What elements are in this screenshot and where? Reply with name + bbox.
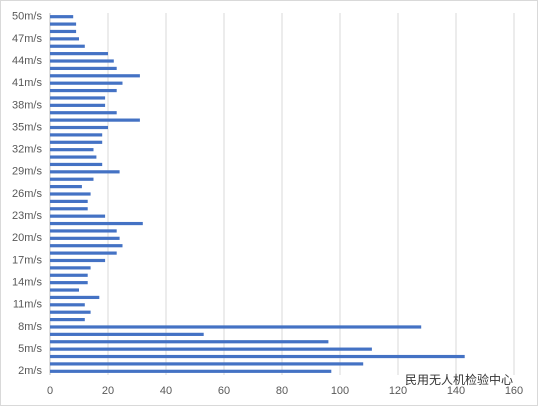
bar <box>50 288 79 292</box>
y-tick-label: 41m/s <box>12 77 42 89</box>
y-tick-label: 11m/s <box>13 299 43 311</box>
bar <box>50 332 204 336</box>
bar <box>50 325 422 329</box>
x-tick-label: 60 <box>218 385 230 397</box>
bar <box>50 295 100 300</box>
bar <box>50 354 465 359</box>
bar <box>50 273 88 277</box>
y-tick-label: 17m/s <box>12 254 42 266</box>
bar <box>50 214 106 218</box>
bar <box>50 317 85 322</box>
bar <box>50 133 103 137</box>
bar <box>50 37 79 41</box>
bar <box>50 66 117 71</box>
bar <box>50 281 88 285</box>
y-tick-label: 23m/s <box>12 210 42 222</box>
y-tick-label: 44m/s <box>12 55 42 67</box>
bar <box>50 140 103 144</box>
bar <box>50 170 120 174</box>
x-tick-label: 40 <box>160 385 172 397</box>
bar <box>50 236 120 240</box>
y-tick-label: 26m/s <box>12 188 42 200</box>
bar <box>50 111 117 115</box>
y-tick-label: 50m/s <box>12 11 42 23</box>
bar <box>50 52 108 56</box>
bar <box>50 221 143 226</box>
bar <box>50 29 77 34</box>
bar <box>50 266 91 270</box>
bar <box>50 303 85 307</box>
bar <box>50 369 332 373</box>
bar <box>50 74 140 78</box>
labels: 0 20 40 60 80 100 120 140 160 2m/s 5m/s 8m/s 11m/s 14… <box>12 11 523 397</box>
bar <box>50 103 106 107</box>
y-tick-label: 29m/s <box>12 166 42 178</box>
bar <box>50 340 329 344</box>
y-tick-label: 2m/s <box>18 365 42 377</box>
bar <box>50 125 108 130</box>
bar <box>50 44 85 48</box>
x-tick-label: 100 <box>331 385 349 397</box>
bar <box>50 15 74 19</box>
bar <box>50 258 106 263</box>
bars <box>50 15 465 373</box>
bar <box>50 207 88 211</box>
bar <box>50 96 106 100</box>
bar <box>50 362 364 366</box>
bar <box>50 22 77 26</box>
bar <box>50 310 91 314</box>
bar <box>50 88 117 93</box>
bar <box>50 59 114 63</box>
bar <box>50 229 117 233</box>
y-tick-label: 8m/s <box>18 321 42 333</box>
bar <box>50 199 88 203</box>
x-tick-label: 160 <box>505 385 523 397</box>
bar <box>50 118 140 122</box>
x-tick-label: 120 <box>389 385 407 397</box>
y-tick-label: 32m/s <box>12 144 42 156</box>
bar <box>50 155 97 159</box>
x-tick-label: 140 <box>447 385 465 397</box>
bar <box>50 251 117 255</box>
y-tick-label: 38m/s <box>12 99 42 111</box>
bar <box>50 185 82 189</box>
bar <box>50 244 123 248</box>
x-tick-label: 0 <box>47 385 53 397</box>
y-tick-label: 35m/s <box>12 121 42 133</box>
bar <box>50 162 103 167</box>
bar <box>50 177 94 181</box>
bar <box>50 192 91 196</box>
x-tick-label: 80 <box>276 385 288 397</box>
y-tick-label: 5m/s <box>18 343 42 355</box>
y-tick-label: 14m/s <box>12 277 42 289</box>
bar <box>50 148 94 152</box>
bar <box>50 81 123 85</box>
y-tick-label: 20m/s <box>12 232 42 244</box>
x-tick-label: 20 <box>102 385 114 397</box>
bar <box>50 347 372 351</box>
watermark: 民用无人机检验中心 <box>405 372 513 387</box>
y-tick-label: 47m/s <box>12 33 42 45</box>
